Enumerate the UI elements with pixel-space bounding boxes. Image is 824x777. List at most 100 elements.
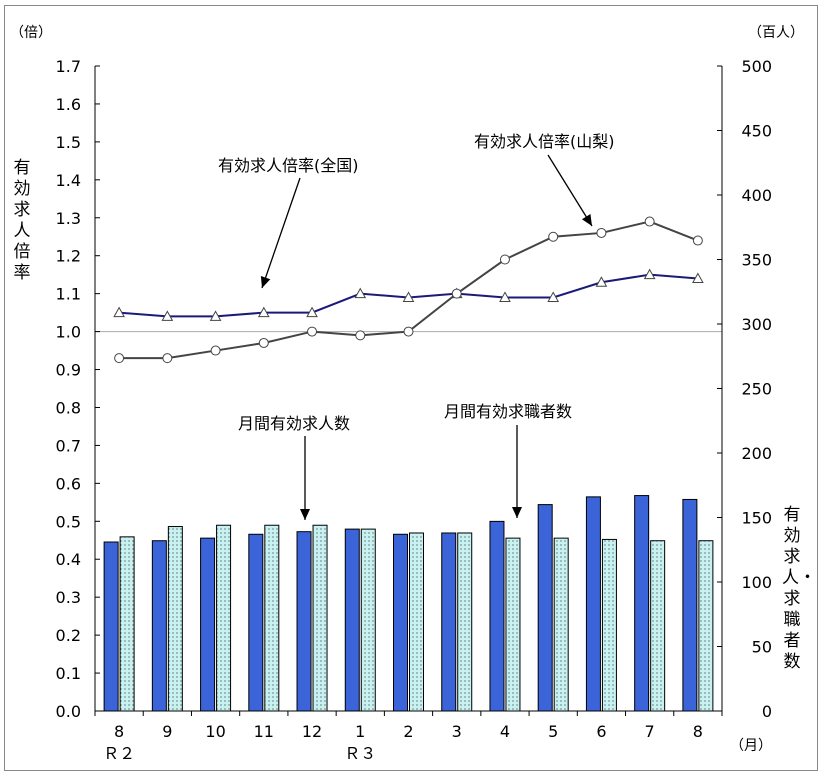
left-tick-label: 0.3: [56, 588, 81, 607]
arrow-job-offers-head: [300, 509, 310, 520]
year-label: Ｒ２: [103, 744, 135, 763]
arrow-job-seekers-head: [512, 507, 522, 518]
marker-yamanashi-ratio: [403, 326, 414, 337]
bar-job-offers: [393, 533, 408, 712]
bar-job-seekers: [312, 524, 328, 712]
right-tick-label: 200: [741, 444, 772, 463]
x-tick-label: 9: [162, 722, 172, 741]
arrow-yamanashi-ratio-head: [581, 214, 592, 226]
marker-national-ratio: [692, 272, 704, 283]
bar-job-seekers: [119, 536, 135, 712]
right-tick-label: 500: [741, 57, 772, 76]
bar-job-seekers: [650, 540, 666, 712]
left-tick-label: 0.7: [56, 436, 81, 455]
left-tick-label: 1.1: [56, 285, 81, 304]
marker-national-ratio: [161, 310, 174, 321]
bar-job-offers: [296, 531, 312, 712]
left-tick-label: 1.4: [56, 171, 81, 190]
right-tick-label: 300: [741, 315, 772, 334]
bar-job-seekers: [505, 537, 521, 712]
bar-job-seekers: [360, 528, 376, 712]
right-tick-label: 100: [741, 573, 772, 592]
right-tick-label: 250: [741, 380, 772, 399]
left-tick-label: 0.1: [56, 664, 81, 683]
right-axis-title: 有効求人・求職者数: [782, 505, 816, 672]
x-tick-label: 8: [693, 722, 703, 741]
bar-job-offers: [103, 541, 119, 712]
bar-job-seekers: [457, 532, 473, 712]
legend-national-ratio: 有効求人倍率(全国): [218, 156, 359, 175]
x-tick-label: 3: [452, 722, 462, 741]
marker-national-ratio: [595, 276, 608, 287]
marker-national-ratio: [499, 291, 511, 302]
left-tick-label: 1.7: [56, 57, 81, 76]
bar-job-seekers: [216, 524, 232, 712]
right-tick-label: 0: [762, 702, 772, 721]
right-tick-label: 50: [752, 638, 772, 657]
x-tick-label: 12: [302, 722, 322, 741]
bar-job-offers: [200, 537, 216, 712]
marker-yamanashi-ratio: [548, 231, 559, 242]
line-yamanashi-ratio: [119, 220, 699, 360]
marker-national-ratio: [643, 268, 656, 280]
x-tick-label: 4: [500, 722, 510, 741]
left-tick-label: 0.2: [56, 626, 81, 645]
left-tick-label: 1.5: [56, 133, 81, 152]
right-unit-label: （百人）: [748, 25, 804, 41]
bar-job-offers: [634, 495, 650, 712]
bar-job-seekers: [167, 526, 183, 712]
bar-job-offers: [537, 504, 553, 712]
left-tick-label: 1.2: [56, 247, 81, 266]
bar-job-seekers: [698, 540, 714, 712]
marker-yamanashi-ratio: [355, 330, 366, 341]
arrow-national-ratio-head: [260, 275, 271, 288]
x-tick-label: 10: [205, 722, 225, 741]
right-tick-label: 150: [741, 509, 772, 528]
left-tick-label: 1.0: [56, 323, 81, 342]
bar-job-offers: [441, 532, 457, 712]
marker-yamanashi-ratio: [499, 254, 510, 265]
marker-yamanashi-ratio: [210, 345, 221, 356]
marker-national-ratio: [547, 291, 560, 302]
x-tick-label: 7: [645, 722, 655, 741]
x-tick-label: 11: [254, 722, 274, 741]
legend-yamanashi-ratio: 有効求人倍率(山梨): [474, 132, 615, 151]
year-label: Ｒ３: [344, 744, 376, 763]
legend-job-offers: 月間有効求人数: [238, 414, 351, 433]
left-tick-label: 0.9: [56, 361, 81, 380]
marker-yamanashi-ratio: [451, 288, 462, 299]
right-tick-label: 450: [741, 122, 772, 141]
bar-job-seekers: [264, 524, 280, 712]
left-tick-label: 0.6: [56, 474, 81, 493]
marker-yamanashi-ratio: [307, 326, 318, 337]
marker-national-ratio: [306, 306, 318, 318]
marker-national-ratio: [113, 306, 125, 318]
bar-job-offers: [682, 498, 698, 712]
bar-job-seekers: [601, 538, 617, 712]
marker-yamanashi-ratio: [258, 337, 269, 348]
bar-job-offers: [151, 540, 167, 712]
bar-job-offers: [248, 533, 264, 712]
arrow-yamanashi-ratio: [547, 154, 593, 227]
arrow-national-ratio: [261, 177, 301, 289]
bar-job-seekers: [553, 537, 569, 712]
left-tick-label: 1.6: [56, 95, 81, 114]
left-tick-label: 0.4: [56, 550, 81, 569]
right-tick-label: 350: [741, 251, 772, 270]
bar-job-offers: [585, 496, 601, 712]
bar-job-offers: [344, 528, 360, 712]
legend-job-seekers: 月間有効求職者数: [444, 402, 573, 421]
bar-job-offers: [489, 520, 505, 712]
marker-yamanashi-ratio: [596, 227, 607, 238]
marker-national-ratio: [209, 310, 222, 321]
marker-yamanashi-ratio: [162, 353, 173, 364]
marker-national-ratio: [402, 291, 415, 302]
marker-yamanashi-ratio: [644, 216, 655, 227]
month-unit-label: （月）: [730, 738, 772, 754]
marker-yamanashi-ratio: [692, 235, 703, 246]
x-tick-label: 5: [548, 722, 558, 741]
left-tick-label: 0.5: [56, 512, 81, 531]
bar-job-seekers: [409, 532, 424, 712]
left-tick-label: 1.3: [56, 209, 81, 228]
